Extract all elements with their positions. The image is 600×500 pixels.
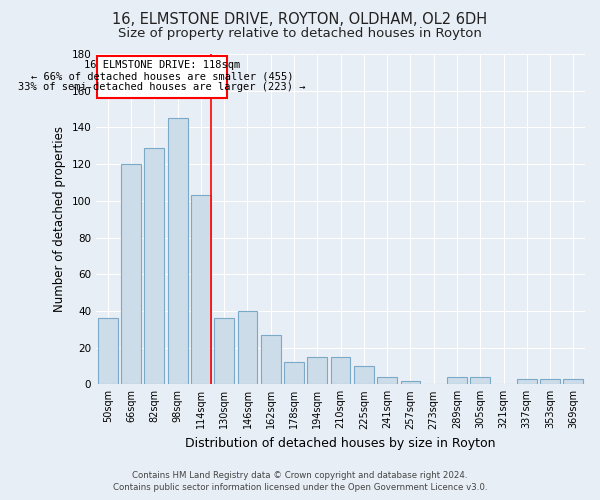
Bar: [238, 311, 257, 384]
Bar: [563, 379, 583, 384]
Bar: [307, 357, 327, 384]
Bar: [401, 380, 421, 384]
Bar: [331, 357, 350, 384]
Text: 16 ELMSTONE DRIVE: 118sqm: 16 ELMSTONE DRIVE: 118sqm: [84, 60, 240, 70]
Y-axis label: Number of detached properties: Number of detached properties: [53, 126, 66, 312]
Bar: [121, 164, 141, 384]
Bar: [191, 196, 211, 384]
Bar: [517, 379, 537, 384]
Bar: [145, 148, 164, 384]
Bar: [261, 335, 281, 384]
Text: 33% of semi-detached houses are larger (223) →: 33% of semi-detached houses are larger (…: [18, 82, 306, 92]
Bar: [354, 366, 374, 384]
FancyBboxPatch shape: [97, 56, 227, 98]
Text: 16, ELMSTONE DRIVE, ROYTON, OLDHAM, OL2 6DH: 16, ELMSTONE DRIVE, ROYTON, OLDHAM, OL2 …: [112, 12, 488, 28]
Bar: [447, 377, 467, 384]
X-axis label: Distribution of detached houses by size in Royton: Distribution of detached houses by size …: [185, 437, 496, 450]
Bar: [284, 362, 304, 384]
Bar: [98, 318, 118, 384]
Bar: [470, 377, 490, 384]
Text: Size of property relative to detached houses in Royton: Size of property relative to detached ho…: [118, 28, 482, 40]
Bar: [214, 318, 234, 384]
Bar: [168, 118, 188, 384]
Text: ← 66% of detached houses are smaller (455): ← 66% of detached houses are smaller (45…: [31, 72, 293, 82]
Bar: [540, 379, 560, 384]
Text: Contains HM Land Registry data © Crown copyright and database right 2024.
Contai: Contains HM Land Registry data © Crown c…: [113, 471, 487, 492]
Bar: [377, 377, 397, 384]
